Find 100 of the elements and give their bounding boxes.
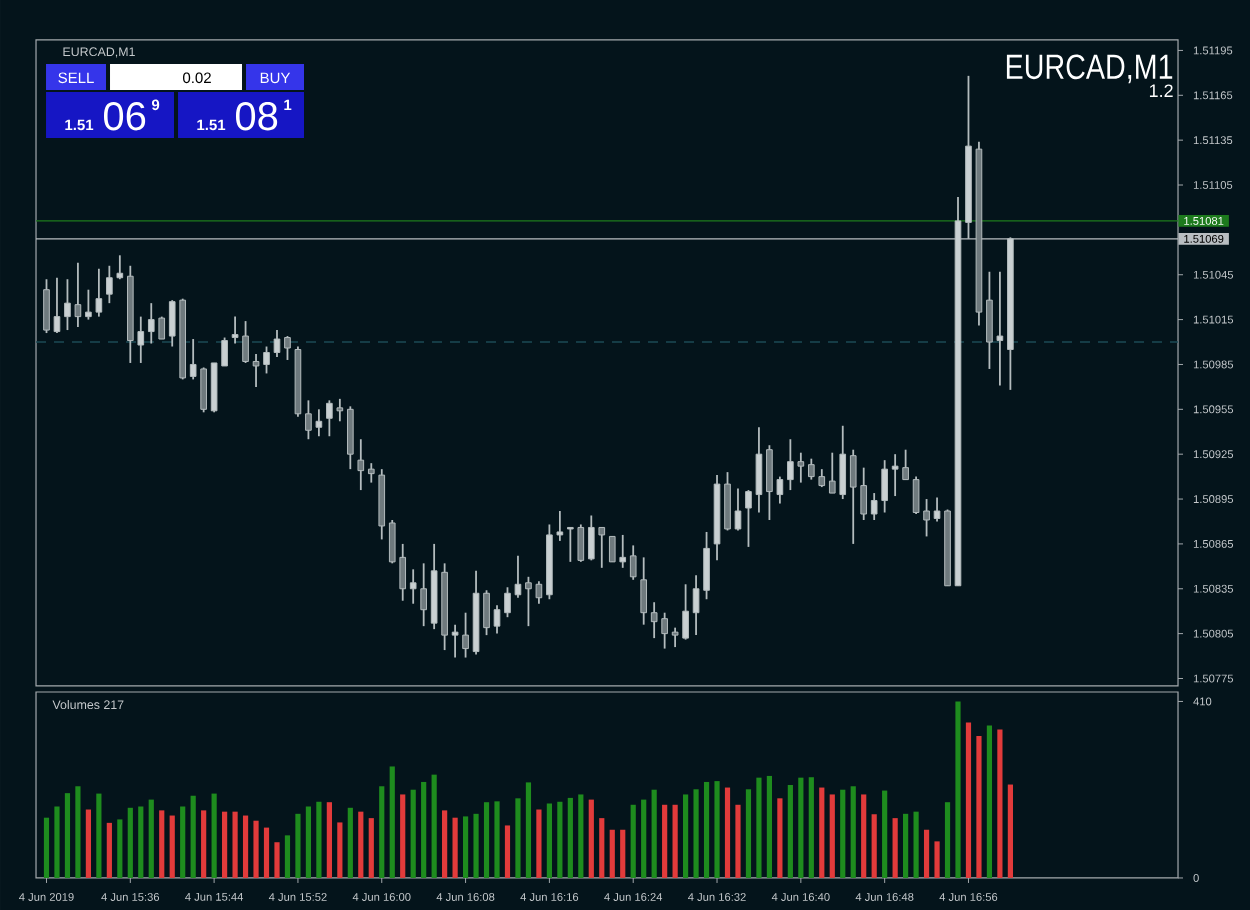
bar (829, 794, 835, 878)
bar (724, 787, 731, 878)
bar (840, 789, 846, 878)
bar (64, 793, 71, 878)
bar (421, 781, 427, 878)
bar (242, 815, 249, 878)
bar (96, 793, 102, 878)
bar (389, 766, 395, 878)
bar (903, 813, 909, 878)
bar (756, 777, 762, 878)
bar (787, 784, 793, 878)
candlestick (493, 604, 501, 635)
bar (326, 802, 332, 878)
bar (882, 790, 888, 878)
bar (934, 841, 940, 878)
bar (662, 804, 668, 878)
bar (379, 786, 385, 878)
bar (777, 798, 783, 878)
bar (745, 789, 752, 878)
bar (578, 794, 584, 878)
bar (263, 827, 270, 878)
bar (494, 801, 500, 878)
candlestick (807, 457, 815, 481)
annotation: 08 (235, 102, 278, 131)
bar (253, 820, 259, 878)
candlestick (629, 544, 637, 581)
bar (169, 815, 175, 878)
bar (892, 818, 898, 878)
candlestick (420, 562, 427, 628)
candlestick (409, 568, 417, 605)
bar (222, 811, 228, 878)
chart-title: EURCAD,M1 (1006, 54, 1173, 84)
bar (190, 795, 196, 878)
bar (923, 829, 930, 878)
candlestick (357, 438, 365, 491)
bar (127, 807, 133, 878)
bar (515, 798, 521, 878)
bar (766, 775, 773, 878)
bar (798, 777, 804, 878)
bar (43, 817, 50, 878)
bar (976, 735, 982, 878)
bar (525, 782, 532, 878)
candlestick (273, 329, 281, 358)
bar (295, 813, 301, 878)
bar (672, 804, 678, 878)
bar (997, 729, 1003, 878)
bar (54, 806, 60, 878)
annotation: 06 (103, 102, 146, 131)
bar (431, 774, 437, 878)
bar (536, 809, 542, 878)
candlestick (284, 335, 291, 361)
bar (850, 786, 856, 878)
bar (986, 725, 993, 878)
bar (337, 822, 343, 878)
bar (358, 811, 364, 878)
bar (871, 814, 877, 878)
bar (1007, 784, 1013, 878)
bar (201, 810, 207, 878)
bar (85, 809, 91, 878)
bar (284, 835, 291, 878)
bar (483, 802, 490, 878)
bar (819, 787, 825, 878)
bar (913, 811, 919, 878)
bar (305, 806, 312, 878)
bar (462, 816, 469, 878)
bar (442, 810, 448, 878)
candlestick (347, 405, 354, 471)
bar (955, 701, 961, 878)
bar (630, 804, 636, 878)
bar (609, 829, 615, 878)
bar (651, 789, 657, 878)
bar (703, 781, 710, 878)
bar (944, 802, 951, 878)
bar (148, 799, 154, 878)
bar (117, 819, 123, 878)
bar (400, 794, 406, 878)
bar (693, 789, 699, 878)
bar (274, 842, 280, 878)
bar (159, 810, 165, 878)
candlestick (367, 462, 375, 484)
bar (232, 811, 238, 878)
bar (368, 818, 374, 878)
bar (546, 803, 552, 878)
bar (347, 807, 353, 878)
bar (735, 804, 741, 878)
bar (965, 722, 972, 878)
bar (75, 786, 81, 878)
bar (106, 822, 112, 878)
bar (504, 825, 511, 878)
bar (138, 806, 144, 878)
bar (620, 829, 626, 878)
bar (861, 794, 867, 878)
bar (410, 789, 416, 878)
bar (714, 781, 720, 878)
bar (473, 813, 479, 878)
bar (808, 777, 814, 878)
bar (316, 801, 322, 878)
bar (682, 794, 689, 878)
bar (588, 799, 594, 878)
bar (641, 799, 647, 878)
